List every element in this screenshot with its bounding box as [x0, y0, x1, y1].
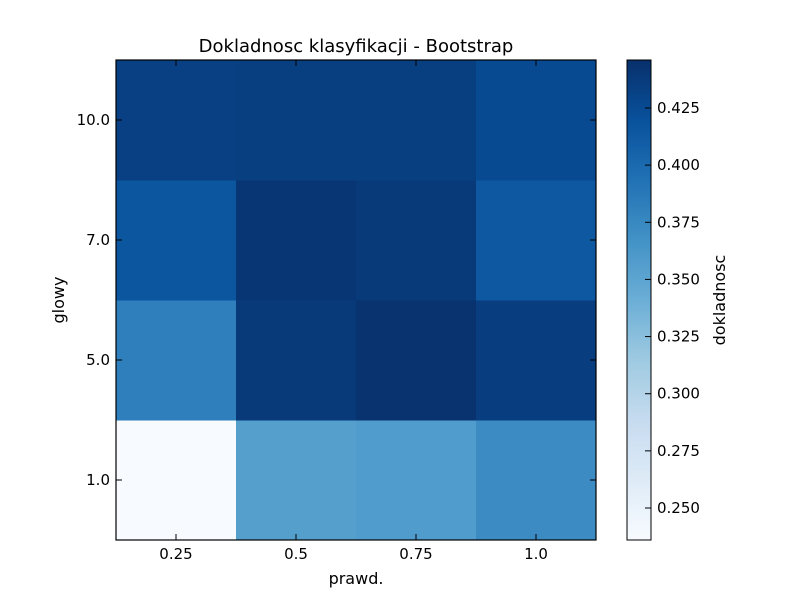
plot-frame	[115, 59, 597, 541]
y-tick-label: 10.0	[77, 111, 110, 129]
colorbar	[626, 59, 652, 541]
colorbar-tick-label: 0.400	[657, 156, 700, 174]
x-tick-label: 1.0	[524, 545, 548, 563]
heatmap-cell	[476, 300, 597, 421]
y-axis-ticks: 1.0 5.0 7.0 10.0	[77, 111, 596, 489]
heatmap-cells	[116, 60, 597, 541]
colorbar-tick-label: 0.250	[657, 499, 700, 517]
heatmap-cell	[116, 60, 237, 181]
colorbar-tick-label: 0.425	[657, 99, 700, 117]
x-tick-label: 0.75	[399, 545, 432, 563]
colorbar-tick-label: 0.375	[657, 213, 700, 231]
heatmap-cell	[476, 60, 597, 181]
heatmap-cell	[116, 300, 237, 421]
colorbar-tick-label: 0.300	[657, 385, 700, 403]
y-tick-label: 5.0	[86, 351, 110, 369]
y-tick-label: 1.0	[86, 471, 110, 489]
heatmap-cell	[356, 180, 477, 301]
colorbar-ticks: 0.250 0.275 0.300 0.325 0.350 0.375 0.400 0.425	[645, 99, 700, 517]
x-axis-label: prawd.	[329, 569, 384, 588]
y-tick-label: 7.0	[86, 231, 110, 249]
heatmap-cell	[116, 180, 237, 301]
heatmap-cell	[236, 180, 357, 301]
colorbar-tick-label: 0.275	[657, 442, 700, 460]
heatmap-cell	[356, 420, 477, 541]
colorbar-tick-label: 0.325	[657, 328, 700, 346]
y-axis-label: glowy	[49, 277, 68, 324]
x-tick-label: 0.25	[159, 545, 192, 563]
heatmap-cell	[476, 420, 597, 541]
x-tick-label: 0.5	[284, 545, 308, 563]
heatmap-cell	[356, 60, 477, 181]
heatmap-cell	[236, 300, 357, 421]
x-axis-ticks: 0.25 0.5 0.75 1.0	[159, 60, 548, 563]
heatmap-cell	[236, 60, 357, 181]
heatmap-cell	[356, 300, 477, 421]
heatmap-cell	[236, 420, 357, 541]
heatmap-cell	[476, 180, 597, 301]
colorbar-tick-label: 0.350	[657, 270, 700, 288]
heatmap-cell	[116, 420, 237, 541]
chart-title: Dokladnosc klasyfikacji - Bootstrap	[199, 36, 514, 57]
colorbar-label: dokladnosc	[710, 255, 729, 346]
